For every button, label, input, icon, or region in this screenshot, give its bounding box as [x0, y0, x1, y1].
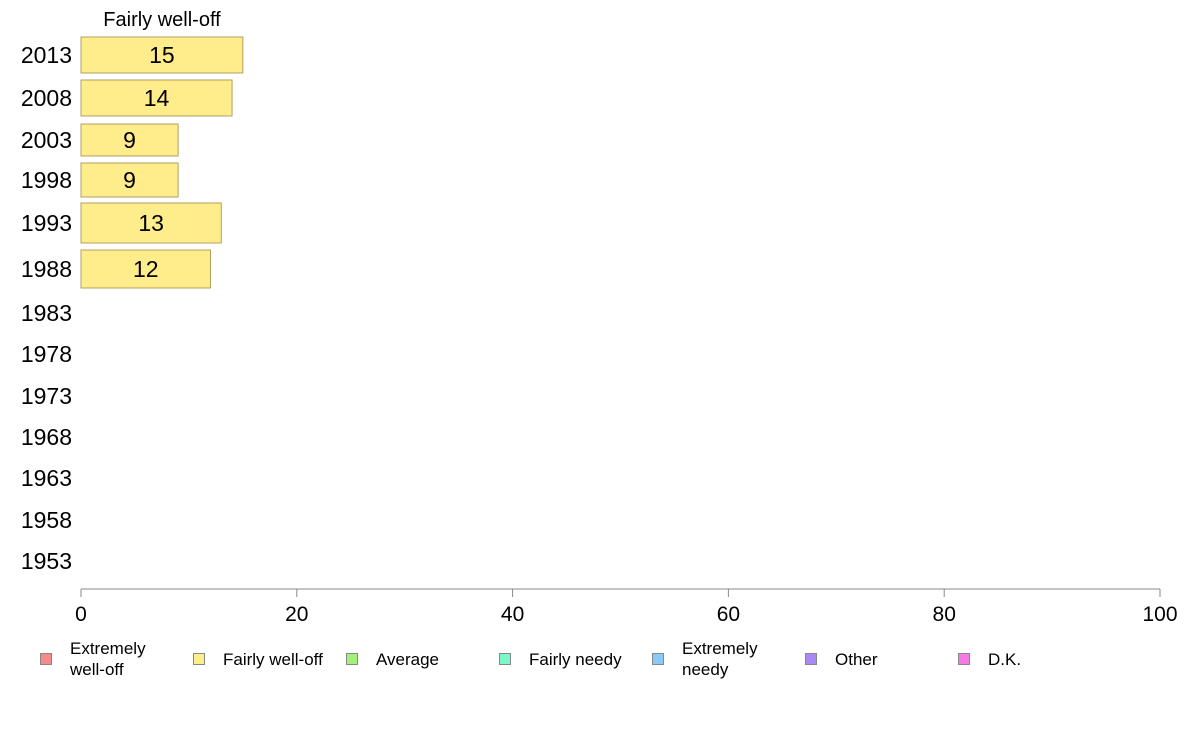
- legend-label: Other: [835, 649, 878, 669]
- x-tick-label: 0: [75, 603, 87, 626]
- legend-item: Other: [805, 637, 878, 681]
- legend-swatch: [652, 653, 664, 665]
- y-tick-label: 2013: [21, 42, 72, 68]
- legend-item: Extremely needy: [652, 637, 758, 681]
- y-tick-label: 1953: [21, 548, 72, 574]
- bar-row: 1973: [21, 383, 72, 409]
- bar-row: 2008 14: [21, 79, 233, 117]
- legend-swatch: [193, 653, 205, 665]
- legend-swatch: [499, 653, 511, 665]
- y-tick-label: 1963: [21, 465, 72, 491]
- bar-value-label: 9: [123, 167, 136, 193]
- legend-label: Extremely needy: [682, 639, 758, 679]
- x-tick-label: 100: [1142, 603, 1177, 626]
- bar: [80, 79, 233, 117]
- bar-row: 1968: [21, 424, 72, 450]
- y-tick-label: 1973: [21, 383, 72, 409]
- legend: Extremely well-off Fairly well-off Average…: [0, 637, 1188, 687]
- y-tick-label: 1968: [21, 424, 72, 450]
- legend-item: Fairly needy: [499, 637, 622, 681]
- bar-row: 1998 9: [21, 162, 179, 198]
- bar-row: 1993 13: [21, 202, 222, 244]
- bar: [80, 123, 179, 157]
- bar-value-label: 13: [138, 210, 164, 236]
- y-tick-label: 1978: [21, 341, 72, 367]
- legend-swatch: [805, 653, 817, 665]
- legend-label: Average: [376, 649, 440, 669]
- bar-row: 2013 15: [21, 36, 244, 74]
- bar: [80, 36, 244, 74]
- legend-item: Extremely well-off: [40, 637, 146, 681]
- bar-row: 1988 12: [21, 249, 211, 289]
- x-tick-label: 60: [717, 603, 740, 626]
- y-tick-label: 1993: [21, 210, 72, 236]
- legend-item: Fairly well-off: [193, 637, 323, 681]
- y-tick-label: 2003: [21, 127, 72, 153]
- bar-row: 1963: [21, 465, 72, 491]
- bar-value-label: 12: [133, 256, 159, 282]
- bar-value-label: 15: [149, 42, 175, 68]
- x-tick-label: 40: [501, 603, 524, 626]
- y-tick-label: 1988: [21, 256, 72, 282]
- bar-row: 1958: [21, 507, 72, 533]
- x-tick-label: 20: [285, 603, 308, 626]
- bar-row: 1983: [21, 300, 72, 326]
- y-tick-label: 1998: [21, 167, 72, 193]
- series-title: Fairly well-off: [103, 9, 221, 31]
- legend-swatch: [346, 653, 358, 665]
- bar-row: 1978: [21, 341, 72, 367]
- legend-swatch: [40, 653, 52, 665]
- bar-rows: 2013 15 2008 14 2003 9 1998 9 1993 13 1988 12 1983 19…: [21, 36, 244, 574]
- x-axis: 0 20 40 60 80 100: [75, 588, 1178, 626]
- bar: [80, 249, 211, 289]
- x-tick-label: 80: [933, 603, 956, 626]
- bar: [80, 202, 222, 244]
- bar-value-label: 14: [144, 85, 170, 111]
- legend-label: Fairly needy: [529, 649, 622, 669]
- bar-value-label: 9: [123, 127, 136, 153]
- legend-swatch: [958, 653, 970, 665]
- y-tick-label: 1983: [21, 300, 72, 326]
- legend-label: Extremely well-off: [70, 639, 146, 679]
- legend-item: D.K.: [958, 637, 1021, 681]
- bar: [80, 162, 179, 198]
- y-tick-label: 1958: [21, 507, 72, 533]
- y-tick-label: 2008: [21, 85, 72, 111]
- legend-label: Fairly well-off: [223, 649, 323, 669]
- bar-row: 1953: [21, 548, 72, 574]
- bar-row: 2003 9: [21, 123, 179, 157]
- legend-item: Average: [346, 637, 439, 681]
- legend-label: D.K.: [988, 649, 1022, 669]
